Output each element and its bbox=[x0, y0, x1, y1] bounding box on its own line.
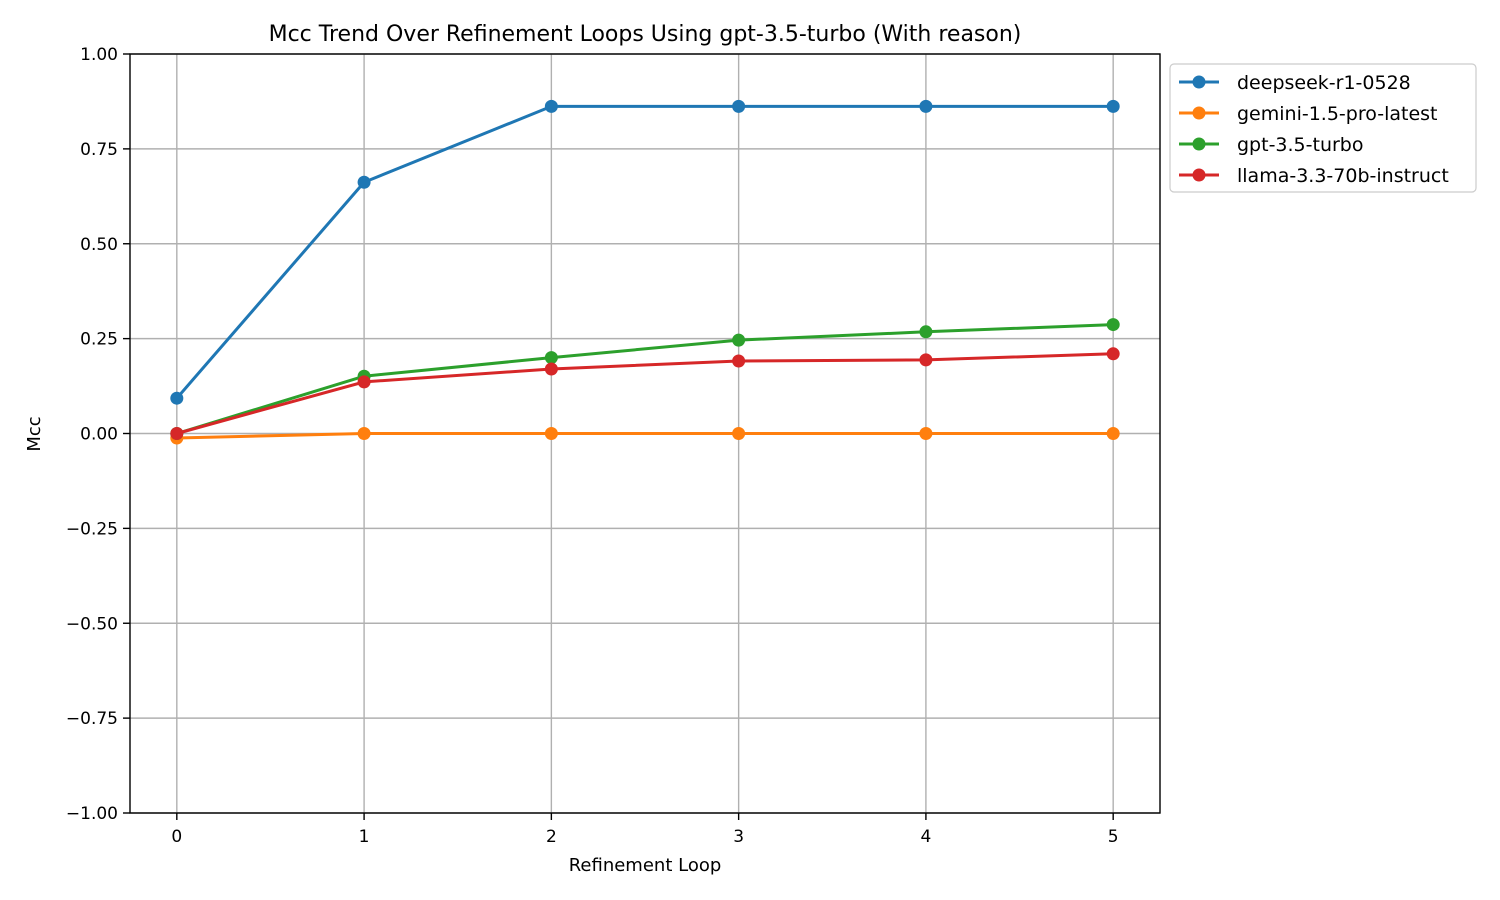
series-line bbox=[176, 352, 1114, 435]
x-tick-label: 3 bbox=[733, 827, 744, 847]
y-axis-label: Mcc bbox=[24, 416, 45, 451]
data-point bbox=[919, 353, 933, 367]
data-point bbox=[357, 427, 371, 440]
y-tick-label: 0.00 bbox=[80, 425, 118, 445]
data-point bbox=[732, 427, 746, 440]
data-point bbox=[544, 351, 558, 365]
legend-marker bbox=[1192, 168, 1206, 182]
legend-entry: llama-3.3-70b-instruct bbox=[1179, 165, 1449, 187]
legend-marker bbox=[1192, 75, 1206, 89]
data-point bbox=[1106, 347, 1120, 361]
x-tick-label: 5 bbox=[1108, 827, 1119, 847]
data-point bbox=[732, 99, 746, 113]
data-point bbox=[1106, 427, 1120, 440]
series-llama-3.3-70b-instruct bbox=[170, 347, 1120, 440]
y-tick-label: 0.25 bbox=[80, 330, 118, 350]
x-tick-label: 0 bbox=[171, 827, 182, 847]
legend-label: llama-3.3-70b-instruct bbox=[1237, 165, 1449, 187]
data-point bbox=[732, 333, 746, 347]
data-point bbox=[544, 427, 558, 440]
legend-label: gemini-1.5-pro-latest bbox=[1237, 103, 1437, 125]
series-deepseek-r1-0528 bbox=[170, 99, 1120, 405]
legend-marker bbox=[1192, 137, 1206, 151]
x-tick-label: 1 bbox=[359, 827, 370, 847]
series-line bbox=[176, 432, 1114, 440]
series-gpt-3.5-turbo bbox=[170, 318, 1120, 440]
data-point bbox=[919, 99, 933, 113]
y-tick-label: 0.75 bbox=[80, 140, 118, 160]
axis-ticks: 0 1 2 3 4 5 1.00 0.75 0.50 0.25 0.00 −0.25 −0.50 −0.7… bbox=[66, 45, 1119, 847]
y-tick-label: 0.50 bbox=[80, 235, 118, 255]
x-axis-label: Refinement Loop bbox=[569, 855, 722, 876]
data-point bbox=[732, 354, 746, 368]
x-tick-label: 2 bbox=[546, 827, 557, 847]
y-tick-label: −0.50 bbox=[66, 614, 118, 634]
chart-title: Mcc Trend Over Refinement Loops Using gp… bbox=[269, 22, 1022, 47]
series-layer bbox=[170, 99, 1120, 445]
legend-marker bbox=[1192, 106, 1206, 120]
x-tick-label: 4 bbox=[920, 827, 931, 847]
data-point bbox=[1106, 99, 1120, 113]
data-point bbox=[919, 427, 933, 440]
data-point bbox=[544, 362, 558, 376]
data-point bbox=[170, 391, 184, 405]
data-point bbox=[170, 427, 184, 440]
data-point bbox=[919, 325, 933, 339]
legend-entry: gemini-1.5-pro-latest bbox=[1179, 103, 1437, 125]
data-point bbox=[1106, 318, 1120, 332]
legend-label: deepseek-r1-0528 bbox=[1237, 72, 1411, 94]
legend: deepseek-r1-0528 gemini-1.5-pro-latest gpt… bbox=[1169, 63, 1477, 193]
y-tick-label: 1.00 bbox=[80, 45, 118, 65]
series-line bbox=[176, 323, 1114, 435]
legend-entry: gpt-3.5-turbo bbox=[1179, 134, 1364, 156]
y-tick-label: −1.00 bbox=[66, 804, 118, 824]
y-tick-label: −0.25 bbox=[66, 519, 118, 539]
data-point bbox=[357, 175, 371, 189]
legend-label: gpt-3.5-turbo bbox=[1237, 134, 1364, 156]
legend-entry: deepseek-r1-0528 bbox=[1179, 72, 1411, 94]
data-point bbox=[544, 99, 558, 113]
legend-box bbox=[1169, 63, 1477, 193]
series-line bbox=[175, 104, 1114, 400]
series-gemini-1.5-pro-latest bbox=[170, 427, 1120, 445]
data-point bbox=[357, 375, 371, 389]
y-tick-label: −0.75 bbox=[66, 709, 118, 729]
